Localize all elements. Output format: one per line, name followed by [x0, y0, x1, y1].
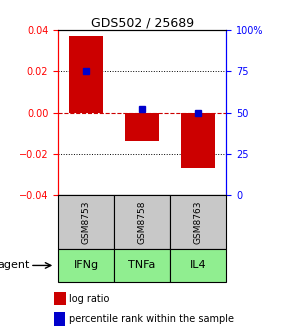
Bar — [125, 113, 159, 141]
Text: TNFa: TNFa — [128, 260, 156, 270]
Bar — [54, 292, 66, 305]
Bar — [54, 312, 66, 326]
Text: agent: agent — [0, 260, 30, 270]
Bar — [170, 195, 226, 249]
Text: percentile rank within the sample: percentile rank within the sample — [68, 314, 233, 324]
Title: GDS502 / 25689: GDS502 / 25689 — [90, 16, 194, 29]
Bar — [58, 195, 114, 249]
Text: GSM8763: GSM8763 — [194, 200, 203, 244]
Bar — [58, 249, 114, 282]
Text: IL4: IL4 — [190, 260, 206, 270]
Text: GSM8758: GSM8758 — [137, 200, 147, 244]
Bar — [181, 113, 215, 168]
Text: IFNg: IFNg — [73, 260, 99, 270]
Text: GSM8753: GSM8753 — [81, 200, 90, 244]
Bar — [170, 249, 226, 282]
Bar — [114, 249, 170, 282]
Text: log ratio: log ratio — [68, 294, 109, 304]
Bar — [69, 36, 103, 113]
Bar — [114, 195, 170, 249]
